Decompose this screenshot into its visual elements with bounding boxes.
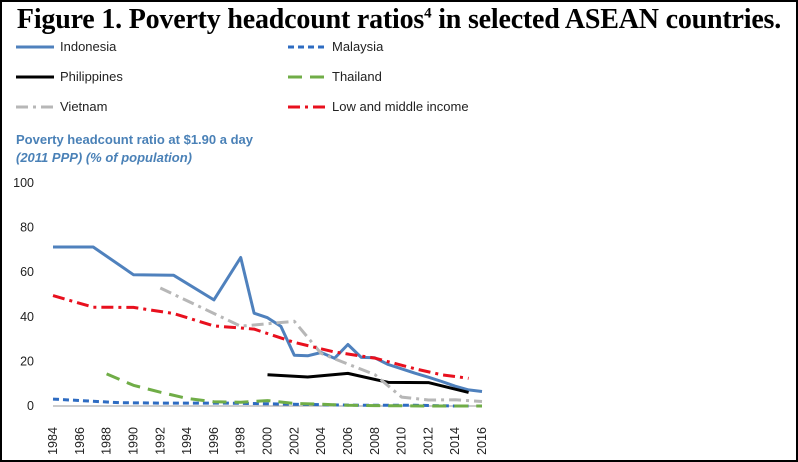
legend-label-4: Vietnam xyxy=(60,99,107,114)
x-tick-label-5: 1994 xyxy=(180,427,194,455)
y-tick-label-2: 40 xyxy=(20,310,34,324)
figure-title-rest: in selected ASEAN countries. xyxy=(431,4,782,35)
chart-subtitle-line1: Poverty headcount ratio at $1.90 a day xyxy=(16,132,253,147)
x-tick-label-14: 2012 xyxy=(421,427,435,455)
x-tick-label-7: 1998 xyxy=(234,427,248,455)
legend-label-5: Low and middle income xyxy=(332,99,469,114)
legend-label-3: Thailand xyxy=(332,69,382,84)
x-tick-label-0: 1984 xyxy=(46,427,60,455)
figure-title-main: Figure 1. Poverty headcount ratios xyxy=(16,4,425,35)
figure-title: Figure 1. Poverty headcount ratios4 in s… xyxy=(2,4,796,36)
x-tick-label-6: 1996 xyxy=(207,427,221,455)
x-tick-label-8: 2000 xyxy=(261,427,275,455)
x-tick-label-12: 2008 xyxy=(368,427,382,455)
y-tick-label-0: 0 xyxy=(27,399,34,413)
y-tick-label-3: 60 xyxy=(20,265,34,279)
series-line-low-and-middle-income xyxy=(52,294,469,380)
series-line-vietnam xyxy=(159,286,483,403)
legend-label-0: Indonesia xyxy=(60,39,117,54)
y-tick-label-1: 20 xyxy=(20,354,34,368)
series-line-malaysia xyxy=(52,397,469,408)
legend-label-2: Philippines xyxy=(60,69,123,84)
series-line-philippines xyxy=(267,371,469,394)
x-tick-label-9: 2002 xyxy=(287,427,301,455)
y-tick-label-5: 100 xyxy=(13,176,34,190)
x-tick-label-10: 2004 xyxy=(314,427,328,455)
x-tick-label-1: 1986 xyxy=(73,427,87,455)
figure-title-footnote: 4 xyxy=(424,5,432,22)
legend-label-1: Malaysia xyxy=(332,39,384,54)
x-tick-label-16: 2016 xyxy=(475,427,489,455)
x-tick-label-11: 2006 xyxy=(341,427,355,455)
x-tick-label-13: 2010 xyxy=(395,427,409,455)
series-line-indonesia xyxy=(53,245,483,393)
x-tick-label-2: 1988 xyxy=(100,427,114,455)
y-tick-label-4: 80 xyxy=(20,221,34,235)
series-line-thailand xyxy=(106,372,482,408)
chart-subtitle-line2: (2011 PPP) (% of population) xyxy=(16,150,192,165)
x-tick-label-15: 2014 xyxy=(448,427,462,455)
x-tick-label-3: 1990 xyxy=(126,427,140,455)
x-tick-label-4: 1992 xyxy=(153,427,167,455)
